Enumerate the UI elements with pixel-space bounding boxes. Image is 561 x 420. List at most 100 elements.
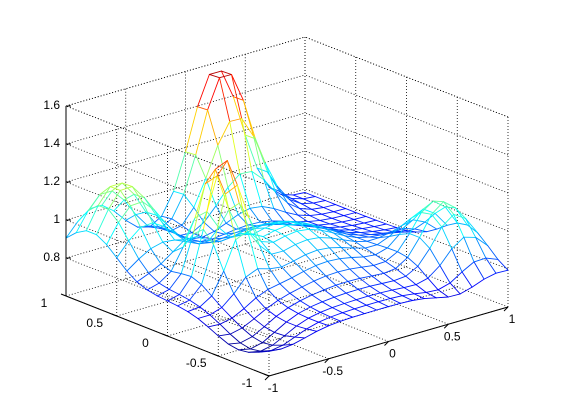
- mesh-line: [414, 228, 428, 233]
- mesh-line: [227, 186, 239, 216]
- x-tick-mark: [264, 375, 270, 381]
- mesh-line: [391, 289, 403, 297]
- mesh-line: [187, 311, 199, 319]
- mesh-line: [229, 333, 241, 344]
- mesh-line: [183, 193, 195, 208]
- mesh-line: [378, 236, 390, 239]
- mesh-line: [293, 254, 306, 262]
- mesh-line: [219, 77, 231, 122]
- mesh-line: [251, 326, 265, 338]
- mesh-line: [451, 248, 463, 273]
- mesh-line: [426, 228, 438, 233]
- mesh-line: [398, 217, 412, 235]
- mesh-line: [75, 230, 87, 234]
- mesh-line: [411, 298, 425, 301]
- mesh-line: [377, 298, 391, 303]
- mesh-line: [202, 168, 216, 230]
- mesh-line: [224, 193, 237, 241]
- mesh-line: [420, 200, 434, 213]
- mesh-line: [231, 317, 243, 329]
- mesh-line: [227, 173, 241, 188]
- mesh-line: [351, 257, 363, 268]
- mesh-line: [152, 222, 164, 243]
- mesh-line: [368, 234, 382, 238]
- mesh-line: [435, 296, 449, 299]
- mesh-line: [205, 144, 219, 179]
- mesh-line: [321, 301, 333, 309]
- mesh-line: [365, 304, 378, 311]
- mesh-line: [371, 275, 383, 284]
- mesh-line: [219, 317, 233, 325]
- tick-labels: -1 -0.5 0 0.5 1 -1 -0.5 0 0.5 1 0.8 1 1.2 1.4 1.6: [41, 98, 516, 395]
- mesh-line: [307, 311, 321, 319]
- mesh-line: [211, 237, 223, 240]
- mesh-line: [443, 201, 455, 215]
- mesh-line: [230, 232, 242, 238]
- mesh-line: [270, 250, 284, 255]
- mesh-line: [247, 230, 259, 270]
- mesh-line: [279, 283, 291, 294]
- mesh-line: [303, 265, 317, 272]
- mesh-line: [299, 294, 313, 302]
- mesh-line: [354, 308, 366, 315]
- mesh-line: [277, 185, 290, 200]
- mesh-line: [311, 294, 323, 303]
- mesh-line: [306, 239, 318, 251]
- mesh-line: [461, 271, 473, 288]
- mesh-line: [211, 295, 223, 308]
- mesh-line: [404, 228, 416, 233]
- mesh-line: [372, 231, 384, 234]
- mesh-line: [275, 307, 289, 317]
- mesh-line: [277, 299, 289, 309]
- mesh-line: [402, 227, 416, 230]
- mesh-line: [318, 321, 330, 327]
- mesh-line: [197, 314, 211, 319]
- mesh-line: [201, 230, 215, 238]
- mesh-line: [156, 295, 168, 302]
- mesh-line: [255, 289, 269, 299]
- mesh-line: [373, 261, 386, 266]
- mesh-line: [363, 254, 376, 258]
- mesh-line: [300, 203, 313, 210]
- mesh-line: [327, 258, 341, 262]
- mesh-line: [256, 167, 268, 173]
- mesh-line: [318, 237, 330, 249]
- mesh-line: [412, 219, 426, 223]
- mesh-line: [335, 280, 349, 286]
- mesh-line: [353, 218, 365, 224]
- mesh-line: [148, 263, 162, 274]
- mesh-line: [258, 350, 270, 353]
- mesh-line: [207, 77, 220, 111]
- mesh-line: [284, 335, 296, 338]
- mesh-line: [228, 209, 242, 234]
- mesh-line: [237, 207, 251, 216]
- back-wall-grid-horizontal: [65, 74, 306, 145]
- mesh-line: [439, 248, 453, 266]
- mesh-line: [128, 227, 142, 242]
- mesh-line: [403, 284, 417, 289]
- mesh-line: [285, 321, 297, 327]
- mesh-line: [181, 207, 195, 226]
- mesh-line: [453, 213, 465, 238]
- mesh-line: [111, 190, 125, 201]
- mesh-line: [296, 230, 308, 241]
- mesh-line: [419, 213, 432, 238]
- mesh-line: [495, 269, 509, 274]
- mesh-line: [349, 266, 363, 270]
- mesh-line: [431, 201, 444, 215]
- mesh-line: [292, 337, 306, 345]
- mesh-line: [282, 336, 296, 346]
- mesh-line: [293, 260, 305, 272]
- mesh-line: [192, 183, 206, 235]
- mesh-line: [189, 284, 202, 301]
- mesh-line: [248, 217, 260, 246]
- mesh-line: [320, 229, 334, 234]
- mesh-line: [461, 261, 475, 273]
- mesh-line: [363, 219, 377, 224]
- mesh-line: [331, 217, 343, 223]
- mesh-line: [170, 270, 182, 275]
- mesh-line: [379, 292, 391, 299]
- mesh-line: [142, 201, 155, 211]
- mesh-line: [420, 212, 432, 215]
- mesh-line: [333, 296, 345, 304]
